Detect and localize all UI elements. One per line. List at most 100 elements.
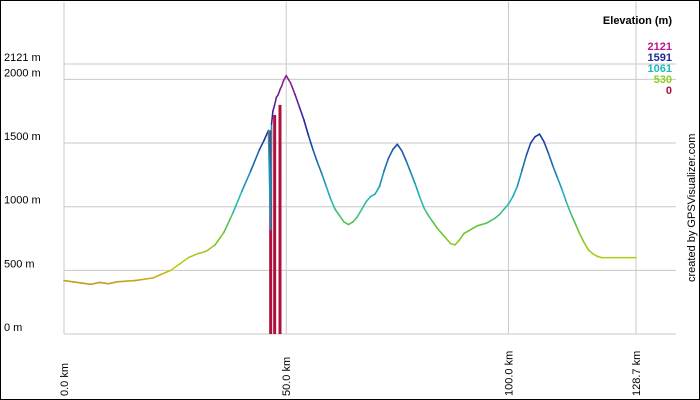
profile-segment (312, 148, 319, 163)
profile-segment (534, 133, 541, 138)
profile-segment (223, 212, 234, 233)
profile-segment (574, 222, 581, 235)
profile-segment (298, 106, 305, 121)
profile-segment (418, 195, 425, 209)
profile-segment (107, 281, 119, 285)
profile-segment (178, 256, 190, 265)
legend-entry: 0 (666, 85, 672, 97)
profile-segment (356, 208, 363, 218)
profile-segment (196, 250, 208, 255)
profile-segment (277, 88, 281, 96)
y-tick-label: 1500 m (4, 131, 41, 143)
profile-segment (538, 133, 545, 143)
profile-segment (160, 269, 172, 275)
profile-segment (125, 279, 136, 282)
profile-segment (347, 221, 354, 226)
profile-segment (520, 154, 528, 172)
grid-layer (63, 2, 676, 335)
profile-segment (578, 232, 585, 244)
profile-segment (494, 213, 501, 219)
profile-segment (272, 104, 276, 113)
x-tick-label: 50.0 km (281, 357, 293, 396)
profile-segment (445, 237, 452, 245)
profile-segment (556, 176, 563, 190)
profile-segment (89, 281, 101, 286)
profile-segment (378, 170, 385, 188)
profile-segment (98, 281, 110, 285)
profile-segment (383, 157, 390, 172)
profile-segment (273, 96, 278, 106)
profile-segment (485, 219, 492, 225)
y-tick-label: 0 m (4, 322, 22, 334)
profile-segment (334, 208, 341, 217)
profile-segment (463, 230, 470, 235)
profile-segment (454, 239, 461, 246)
profile-segment (374, 185, 381, 195)
profile-segment (592, 253, 599, 258)
profile-segment (249, 148, 261, 172)
y-tick-label: 500 m (4, 258, 35, 270)
x-tick-label: 100.0 km (503, 351, 515, 396)
profile-segment (409, 171, 416, 185)
profile-segment (365, 195, 372, 203)
profile-segment (392, 143, 399, 151)
y-tick-label: 2121 m (4, 52, 41, 64)
profile-segment (552, 165, 559, 179)
profile-segment (343, 221, 350, 226)
profile-segment (134, 278, 145, 282)
profile-segment (503, 203, 510, 211)
x-tick-label: 0.0 km (59, 363, 71, 396)
profile-segment (516, 170, 523, 188)
profile-segment (316, 161, 323, 175)
profile-segment (387, 148, 394, 160)
profile-segment (280, 79, 285, 87)
credit-text: created by GPSVisualizer.com (686, 134, 698, 282)
profile-segment (569, 212, 576, 225)
profile-segment (320, 172, 328, 188)
y-tick-label: 1000 m (4, 195, 41, 207)
profile-segment (512, 185, 519, 198)
profile-segment (560, 188, 568, 203)
profile-segment (472, 225, 479, 230)
profile-segment (369, 193, 376, 198)
profile-segment (338, 214, 345, 223)
profile-segment (547, 152, 554, 167)
profile-segment (303, 119, 310, 137)
profile-segment (587, 249, 594, 255)
profile-segment (405, 160, 412, 174)
profile-segment (214, 231, 225, 246)
profile-segment (467, 227, 474, 232)
profile-segment (307, 134, 314, 151)
legend-entry: 2121 (648, 41, 672, 53)
profile-segment (432, 221, 439, 230)
profile-segment (583, 241, 590, 251)
x-axis-ticks: 0.0 km 50.0 km 100.0 km 128.7 km (59, 351, 643, 396)
profile-segment (458, 232, 465, 241)
legend-entry: 1061 (648, 63, 672, 75)
profile-segment (240, 170, 252, 193)
profile-segment (270, 110, 274, 125)
profile-segment (80, 282, 92, 286)
profile-segment (232, 190, 243, 214)
profile-segment (525, 142, 532, 157)
profile-segment (152, 273, 163, 279)
profile-segment (269, 123, 273, 231)
profile-segment (529, 135, 536, 144)
profile-segment (294, 93, 301, 109)
legend-entry: 530 (654, 74, 672, 86)
y-tick-label: 2000 m (4, 67, 41, 79)
profile-segment (507, 195, 514, 205)
profile-segment (352, 216, 359, 223)
profile-segment (116, 280, 128, 283)
profile-segment (360, 200, 368, 211)
profile-segment (396, 143, 403, 152)
profile-segment (325, 185, 332, 200)
y-axis-ticks: 0 m 500 m 1000 m 1500 m 2000 m 2121 m (4, 52, 41, 334)
profile-segment (72, 281, 83, 284)
profile-segment (169, 263, 181, 272)
x-tick-label: 128.7 km (631, 351, 643, 396)
profile-segment (414, 182, 421, 198)
profile-segment (258, 139, 265, 151)
